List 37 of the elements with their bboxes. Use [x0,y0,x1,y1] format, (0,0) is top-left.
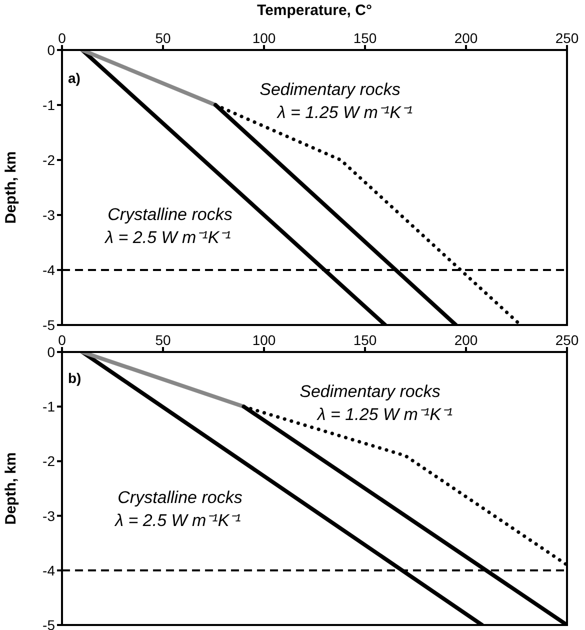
x-axis-title: Temperature, C° [256,2,373,19]
y-tick-label: -2 [42,152,56,168]
y-axis-title: Depth, km [2,151,20,224]
x-tick-label: 150 [353,332,377,348]
x-tick-label: 150 [353,30,377,46]
annotation: b) [68,370,82,386]
y-tick-label: -2 [42,453,56,470]
annotation: a) [68,70,80,86]
annotation: λ = 1.25 W m⁻¹K⁻¹ [316,404,454,425]
y-tick-label: -3 [42,508,56,524]
annotation: λ = 2.5 W m⁻¹K⁻¹ [104,227,232,248]
annotation: Crystalline rocks [116,488,244,508]
x-tick-label: 250 [555,332,579,348]
y-tick-label: -5 [42,316,56,333]
y-tick-label: -4 [42,562,56,578]
x-tick-label: 100 [252,332,276,348]
y-tick-label: -1 [42,96,56,113]
x-tick-label: 0 [58,30,66,46]
x-tick-label: 50 [155,30,171,46]
y-tick-label: -4 [42,262,56,278]
x-tick-label: 100 [252,30,276,46]
x-tick-label: 200 [454,30,478,46]
y-tick-label: 0 [47,42,56,58]
annotation: λ = 2.5 W m⁻¹K⁻¹ [115,511,241,530]
x-tick-label: 250 [555,30,579,46]
annotation: Sedimentary rocks [258,80,402,100]
y-tick-label: 0 [47,344,56,360]
y-tick-label: -5 [42,616,56,630]
x-tick-label: 50 [155,332,171,348]
y-tick-label: -3 [42,206,56,223]
annotation: Sedimentary rocks [298,382,442,402]
annotation: λ = 1.25 W m⁻¹K⁻¹ [276,102,414,123]
x-tick-label: 0 [58,332,66,348]
annotation: Crystalline rocks [108,205,232,224]
y-axis-title: Depth, km [2,452,20,525]
x-tick-label: 200 [454,332,478,348]
y-tick-label: -1 [42,398,56,415]
